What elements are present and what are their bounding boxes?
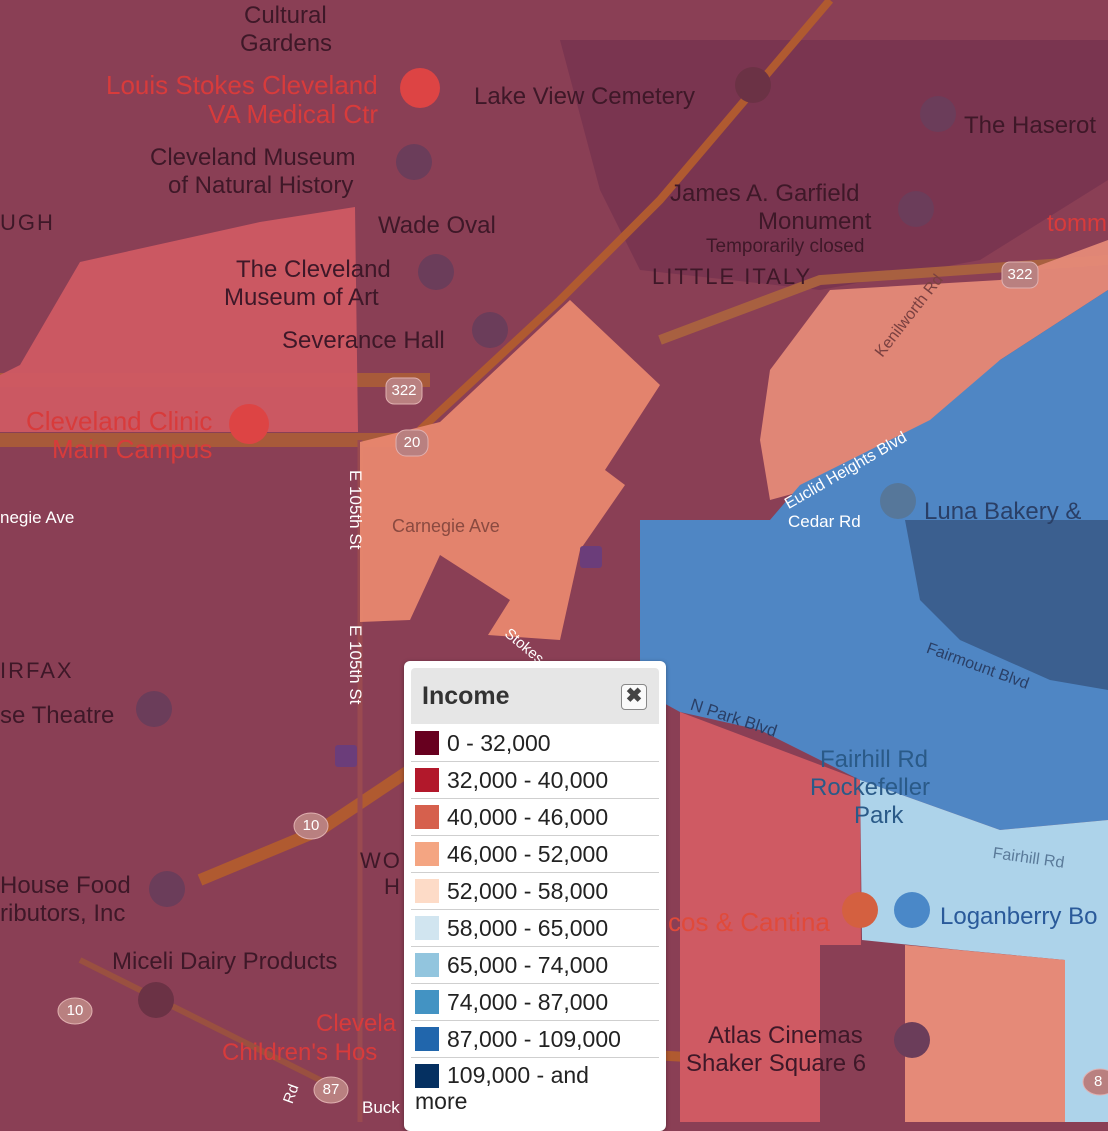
legend-range: 52,000 - 58,000	[447, 878, 609, 904]
tract-blue-top[interactable]	[905, 520, 1108, 690]
museum-icon	[396, 144, 432, 180]
metro-icon	[335, 745, 357, 767]
hospital-icon	[400, 68, 440, 108]
legend-item: 0 - 32,000	[411, 725, 659, 762]
monument-icon	[898, 191, 934, 227]
poi-markers	[136, 67, 956, 1058]
legend-header: Income ✖	[411, 668, 659, 724]
tract-blue-high[interactable]	[640, 290, 1108, 830]
legend-range: 74,000 - 87,000	[447, 989, 609, 1015]
legend-list: 0 - 32,000 32,000 - 40,000 40,000 - 46,0…	[411, 725, 659, 1114]
tract-lower-red[interactable]	[680, 712, 862, 1122]
tract-lower-dark	[820, 945, 905, 1122]
tract-light-blue[interactable]	[860, 780, 1108, 1122]
cemetery-icon	[735, 67, 771, 103]
legend-swatch	[415, 879, 439, 903]
lake-view-cemetery-area	[560, 40, 1108, 290]
legend-range: 87,000 - 109,000	[447, 1026, 621, 1052]
legend-item: 58,000 - 65,000	[411, 910, 659, 947]
legend-item: 74,000 - 87,000	[411, 984, 659, 1021]
route-shields	[57, 261, 1108, 1104]
legend-swatch	[415, 731, 439, 755]
shopping-cart-icon	[149, 871, 185, 907]
legend-range: 109,000 - and	[447, 1062, 589, 1088]
legend-swatch	[415, 805, 439, 829]
museum-icon	[418, 254, 454, 290]
close-icon[interactable]: ✖	[621, 684, 647, 710]
legend-item: 32,000 - 40,000	[411, 762, 659, 799]
legend-range: 58,000 - 65,000	[447, 915, 609, 941]
tract-left-mid[interactable]	[0, 207, 358, 432]
map-pin-icon	[138, 982, 174, 1018]
legend-swatch	[415, 953, 439, 977]
tract-center[interactable]	[360, 300, 660, 640]
legend-item: 65,000 - 74,000	[411, 947, 659, 984]
legend-item: 87,000 - 109,000	[411, 1021, 659, 1058]
hospital-icon	[229, 404, 269, 444]
tract-lower-salmon[interactable]	[905, 945, 1065, 1122]
metro-icon	[580, 546, 602, 568]
legend-range: 0 - 32,000	[447, 730, 551, 756]
income-legend: Income ✖ 0 - 32,000 32,000 - 40,000 40,0…	[404, 661, 666, 1131]
legend-swatch	[415, 768, 439, 792]
legend-range: 32,000 - 40,000	[447, 767, 609, 793]
legend-swatch	[415, 916, 439, 940]
legend-swatch	[415, 990, 439, 1014]
tract-upper-right[interactable]	[760, 240, 1108, 500]
legend-range: 40,000 - 46,000	[447, 804, 609, 830]
legend-range: 46,000 - 52,000	[447, 841, 609, 867]
cinema-icon	[894, 1022, 930, 1058]
restaurant-icon	[842, 892, 878, 928]
legend-item: 52,000 - 58,000	[411, 873, 659, 910]
legend-item: 109,000 - and more	[411, 1058, 659, 1114]
legend-range: 65,000 - 74,000	[447, 952, 609, 978]
legend-title: Income	[422, 682, 510, 710]
legend-range-continued: more	[415, 1088, 468, 1114]
music-icon	[472, 312, 508, 348]
theatre-icon	[136, 691, 172, 727]
legend-item: 46,000 - 52,000	[411, 836, 659, 873]
legend-swatch	[415, 1064, 439, 1088]
cafe-icon	[880, 483, 916, 519]
legend-item: 40,000 - 46,000	[411, 799, 659, 836]
castle-icon	[920, 96, 956, 132]
legend-swatch	[415, 1027, 439, 1051]
shopping-bag-icon	[894, 892, 930, 928]
legend-swatch	[415, 842, 439, 866]
